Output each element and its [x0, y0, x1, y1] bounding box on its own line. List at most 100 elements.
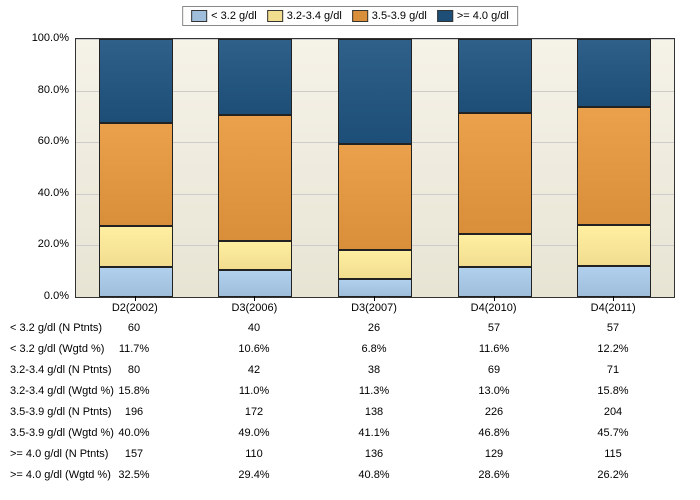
x-category-label: D2(2002) [112, 302, 158, 314]
table-cell: 32.5% [118, 469, 149, 481]
table-cell: 42 [248, 364, 260, 376]
table-cell: 26.2% [597, 469, 628, 481]
table-cell: 46.8% [478, 427, 509, 439]
table-row-label: >= 4.0 g/dl (N Ptnts) [10, 448, 108, 460]
table-cell: 138 [365, 406, 383, 418]
table-cell: 10.6% [238, 343, 269, 355]
bar-segment [338, 39, 412, 144]
legend-label: >= 4.0 g/dl [457, 10, 509, 22]
legend: < 3.2 g/dl 3.2-3.4 g/dl 3.5-3.9 g/dl >= … [182, 6, 518, 26]
table-cell: 26 [368, 322, 380, 334]
table-row-label: < 3.2 g/dl (N Ptnts) [10, 322, 102, 334]
bar-group [577, 39, 651, 297]
legend-swatch [437, 10, 453, 22]
legend-swatch [352, 10, 368, 22]
table-cell: 57 [488, 322, 500, 334]
table-cell: 11.6% [479, 343, 509, 355]
bar-segment [458, 267, 532, 297]
bar-group [99, 39, 173, 297]
table-cell: 226 [485, 406, 503, 418]
legend-label: 3.2-3.4 g/dl [287, 10, 342, 22]
bar-segment [218, 115, 292, 241]
table-cell: 11.0% [239, 385, 269, 397]
table-cell: 136 [365, 448, 383, 460]
table-cell: 69 [488, 364, 500, 376]
table-cell: 38 [368, 364, 380, 376]
table-cell: 57 [607, 322, 619, 334]
x-tick [254, 296, 255, 301]
x-category-label: D4(2011) [591, 302, 636, 314]
bar-segment [338, 144, 412, 250]
y-tick-label: 100.0% [0, 32, 69, 44]
y-tick-label: 40.0% [0, 187, 69, 199]
bar-segment [99, 123, 173, 226]
table-cell: 110 [245, 448, 263, 460]
bar-segment [577, 39, 651, 107]
table-cell: 40.8% [358, 469, 389, 481]
bar-segment [458, 234, 532, 268]
bar-group [218, 39, 292, 297]
bar-segment [218, 241, 292, 269]
table-cell: 71 [607, 364, 619, 376]
x-category-label: D4(2010) [471, 302, 517, 314]
bar-segment [99, 226, 173, 267]
bar-segment [577, 225, 651, 266]
legend-item: 3.2-3.4 g/dl [267, 10, 342, 22]
table-cell: 204 [604, 406, 622, 418]
legend-label: 3.5-3.9 g/dl [372, 10, 427, 22]
bar-segment [577, 107, 651, 225]
table-cell: 49.0% [238, 427, 269, 439]
table-cell: 172 [245, 406, 263, 418]
legend-label: < 3.2 g/dl [211, 10, 257, 22]
table-cell: 196 [125, 406, 143, 418]
table-cell: 41.1% [358, 427, 389, 439]
table-cell: 157 [125, 448, 143, 460]
y-tick-label: 20.0% [0, 238, 69, 250]
bar-segment [458, 113, 532, 234]
bar-segment [338, 279, 412, 297]
table-cell: 45.7% [597, 427, 628, 439]
x-tick [135, 296, 136, 301]
table-row-label: 3.5-3.9 g/dl (N Ptnts) [10, 406, 112, 418]
x-tick [613, 296, 614, 301]
bar-segment [218, 39, 292, 115]
bar-group [458, 39, 532, 297]
table-cell: 6.8% [361, 343, 386, 355]
table-cell: 115 [604, 448, 622, 460]
table-cell: 80 [128, 364, 140, 376]
legend-swatch [267, 10, 283, 22]
bar-segment [99, 267, 173, 297]
x-category-label: D3(2007) [351, 302, 397, 314]
x-tick [374, 296, 375, 301]
y-tick-label: 80.0% [0, 84, 69, 96]
bar-segment [338, 250, 412, 279]
table-cell: 29.4% [238, 469, 269, 481]
x-category-label: D3(2006) [231, 302, 277, 314]
legend-item: < 3.2 g/dl [191, 10, 257, 22]
bar-segment [218, 270, 292, 297]
table-cell: 12.2% [597, 343, 628, 355]
table-cell: 40.0% [118, 427, 149, 439]
table-cell: 129 [485, 448, 503, 460]
bar-segment [458, 39, 532, 113]
table-row-label: < 3.2 g/dl (Wgtd %) [10, 343, 104, 355]
legend-swatch [191, 10, 207, 22]
chart-container: < 3.2 g/dl 3.2-3.4 g/dl 3.5-3.9 g/dl >= … [0, 0, 700, 500]
bar-segment [577, 266, 651, 298]
x-tick [494, 296, 495, 301]
table-row-label: 3.5-3.9 g/dl (Wgtd %) [10, 427, 114, 439]
y-tick-label: 60.0% [0, 135, 69, 147]
table-row-label: >= 4.0 g/dl (Wgtd %) [10, 469, 111, 481]
table-cell: 40 [248, 322, 260, 334]
table-cell: 28.6% [478, 469, 509, 481]
table-cell: 11.3% [359, 385, 389, 397]
plot-area [75, 38, 675, 298]
table-row-label: 3.2-3.4 g/dl (Wgtd %) [10, 385, 114, 397]
table-cell: 60 [128, 322, 140, 334]
table-cell: 11.7% [119, 343, 149, 355]
legend-item: 3.5-3.9 g/dl [352, 10, 427, 22]
table-cell: 15.8% [597, 385, 628, 397]
table-cell: 13.0% [478, 385, 509, 397]
table-cell: 15.8% [118, 385, 149, 397]
bar-segment [99, 39, 173, 123]
